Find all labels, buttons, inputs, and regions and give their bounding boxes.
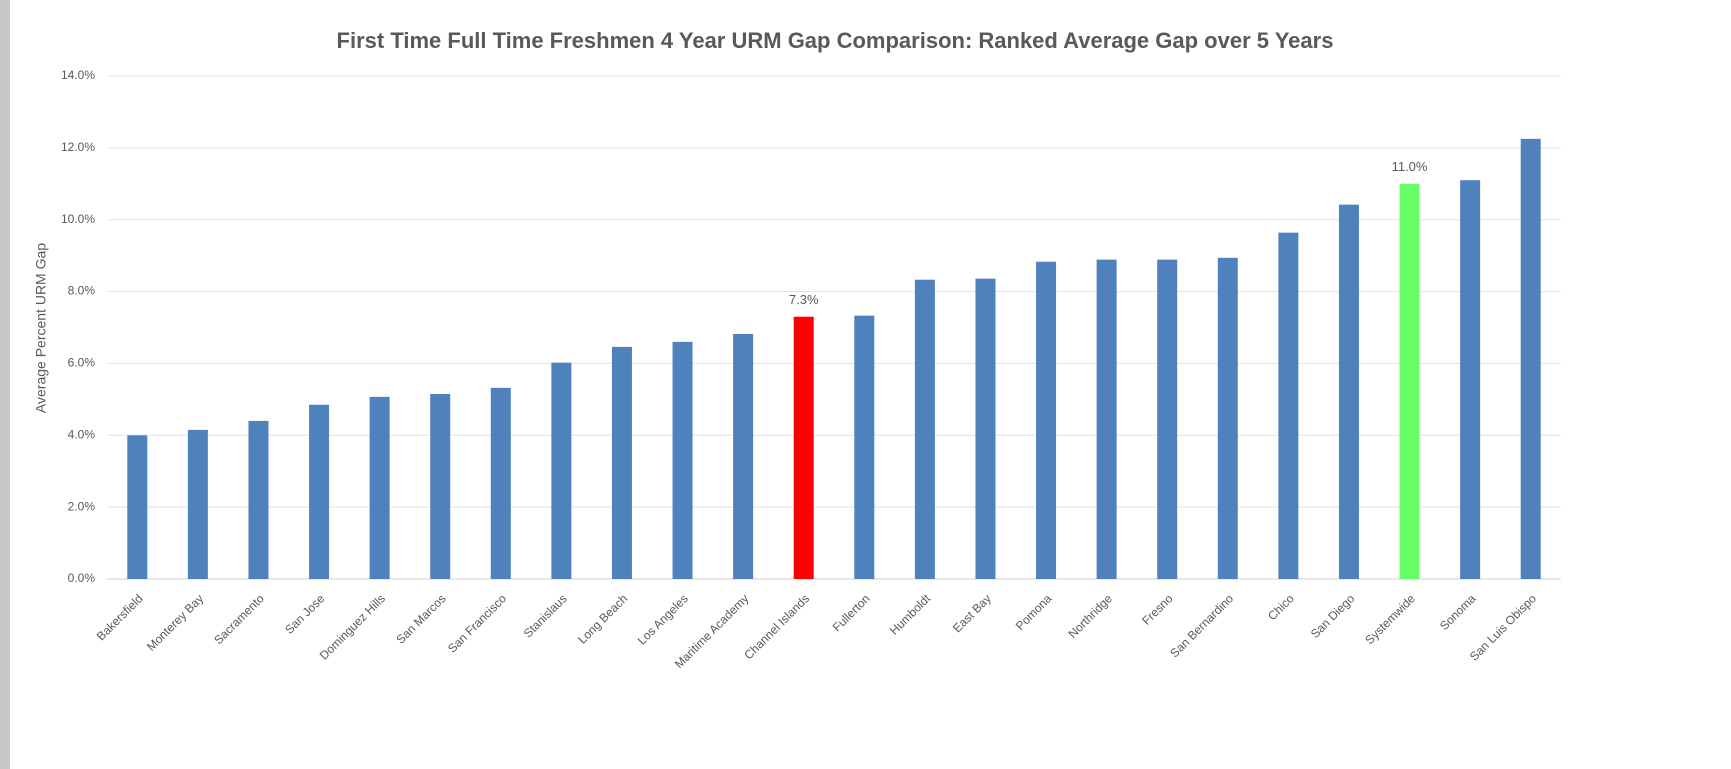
bar [793,316,814,579]
left-border [0,0,10,769]
y-axis-label: Average Percent URM Gap [33,243,49,413]
y-tick-label: 6.0% [68,356,96,370]
bar [127,435,148,579]
y-tick-label: 14.0% [61,68,95,82]
x-tick-label: Fullerton [830,591,873,634]
bar [1338,204,1359,580]
x-tick-label: San Luis Obispo [1467,591,1539,663]
bar [975,278,996,579]
x-tick-label: Monterey Bay [144,591,206,653]
y-tick-label: 0.0% [68,571,96,585]
x-tick-label: San Jose [282,591,328,637]
bar [914,279,935,579]
bar [369,396,390,579]
bar [551,362,572,579]
bar [1399,183,1420,580]
y-tick-label: 10.0% [61,212,95,226]
bar [672,341,693,579]
bar [187,429,208,579]
x-tick-label: Fresno [1139,591,1176,628]
x-tick-label: Channel Islands [741,591,812,662]
bar [854,315,875,579]
bar [733,333,754,579]
bar [1460,180,1481,579]
bar [248,420,269,579]
x-tick-label: Los Angeles [635,591,691,647]
bar [490,387,511,579]
data-label: 11.0% [1392,159,1428,174]
bar [611,346,632,579]
x-tick-label: Bakersfield [94,591,146,643]
x-tick-label: East Bay [950,591,994,635]
y-tick-label: 2.0% [68,499,96,513]
x-tick-label: Sacramento [211,591,267,647]
x-tick-label: San Bernardino [1167,591,1236,660]
y-tick-label: 8.0% [68,284,96,298]
x-tick-label: Sonoma [1437,591,1479,633]
bar [309,404,330,579]
x-tick-label: Dominguez Hills [317,591,388,662]
x-tick-label: Pomona [1013,591,1055,633]
y-tick-label: 4.0% [68,427,96,441]
x-tick-label: Northridge [1065,591,1115,641]
y-tick-label: 12.0% [61,140,95,154]
x-tick-label: San Diego [1308,591,1358,641]
bar [1278,232,1299,580]
data-label: 7.3% [789,292,819,307]
bar [1096,259,1117,579]
x-tick-label: Humboldt [887,591,934,638]
x-tick-label: Long Beach [575,591,630,646]
x-tick-label: Chico [1265,591,1297,623]
x-tick-label: San Marcos [393,591,448,646]
bar [1036,261,1057,579]
bar [1157,259,1178,579]
bar [430,393,451,579]
bar [1520,138,1541,579]
bar [1217,257,1238,579]
x-tick-label: Systemwide [1362,591,1418,647]
x-tick-label: San Francisco [445,591,509,655]
x-tick-label: Stanislaus [521,591,570,640]
chart-title: First Time Full Time Freshmen 4 Year URM… [337,28,1334,53]
